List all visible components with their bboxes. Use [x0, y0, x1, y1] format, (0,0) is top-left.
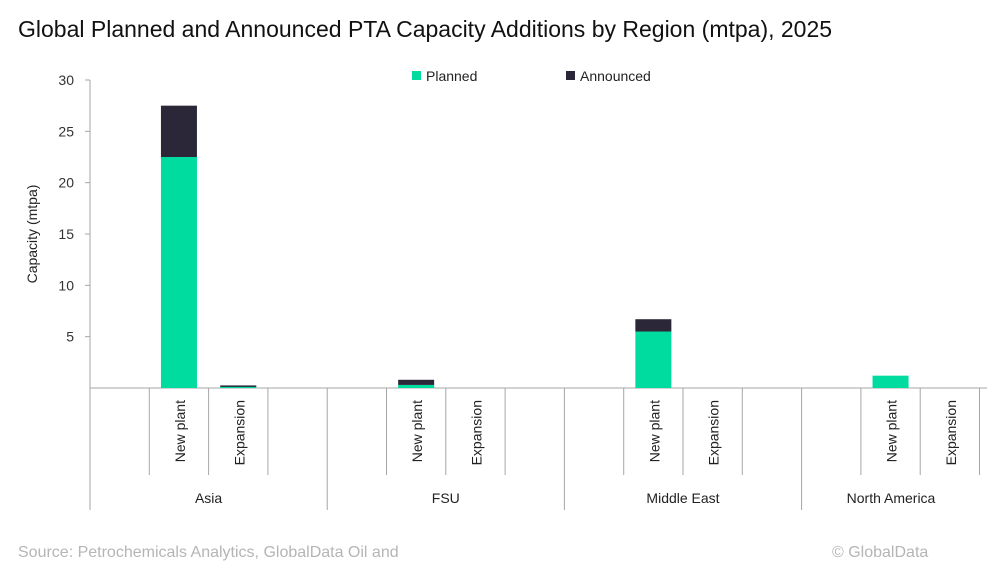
category-label: New plant	[409, 400, 425, 462]
bar-planned	[872, 375, 909, 388]
y-axis-title: Capacity (mtpa)	[24, 185, 40, 284]
bar-planned	[220, 385, 257, 388]
bar-planned	[160, 157, 197, 388]
legend-label: Announced	[580, 68, 651, 84]
y-tick-label: 5	[66, 329, 74, 345]
group-label: FSU	[432, 490, 460, 506]
bar-announced	[160, 105, 197, 157]
category-label: Expansion	[231, 400, 247, 465]
category-label: Expansion	[943, 400, 959, 465]
category-label: New plant	[646, 400, 662, 462]
category-label: New plant	[172, 400, 188, 462]
bar-planned	[635, 331, 672, 388]
source-note: Source: Petrochemicals Analytics, Global…	[18, 544, 399, 561]
legend-label: Planned	[426, 68, 477, 84]
bar-announced	[635, 319, 672, 332]
y-tick-label: 30	[58, 72, 74, 88]
y-tick-label: 15	[58, 226, 74, 242]
copyright: © GlobalData	[832, 544, 929, 561]
category-label: New plant	[884, 400, 900, 462]
category-label: Expansion	[468, 400, 484, 465]
legend-swatch	[412, 71, 421, 80]
group-label: Asia	[195, 490, 222, 506]
bar-planned	[398, 384, 435, 388]
legend-swatch	[566, 71, 575, 80]
group-label: Middle East	[646, 490, 719, 506]
y-tick-label: 10	[58, 277, 74, 293]
bar-announced	[220, 385, 257, 387]
bar-announced	[398, 379, 435, 385]
y-tick-label: 20	[58, 175, 74, 191]
chart-title: Global Planned and Announced PTA Capacit…	[18, 16, 833, 42]
group-label: North America	[847, 490, 936, 506]
category-label: Expansion	[706, 400, 722, 465]
y-tick-label: 25	[58, 123, 74, 139]
